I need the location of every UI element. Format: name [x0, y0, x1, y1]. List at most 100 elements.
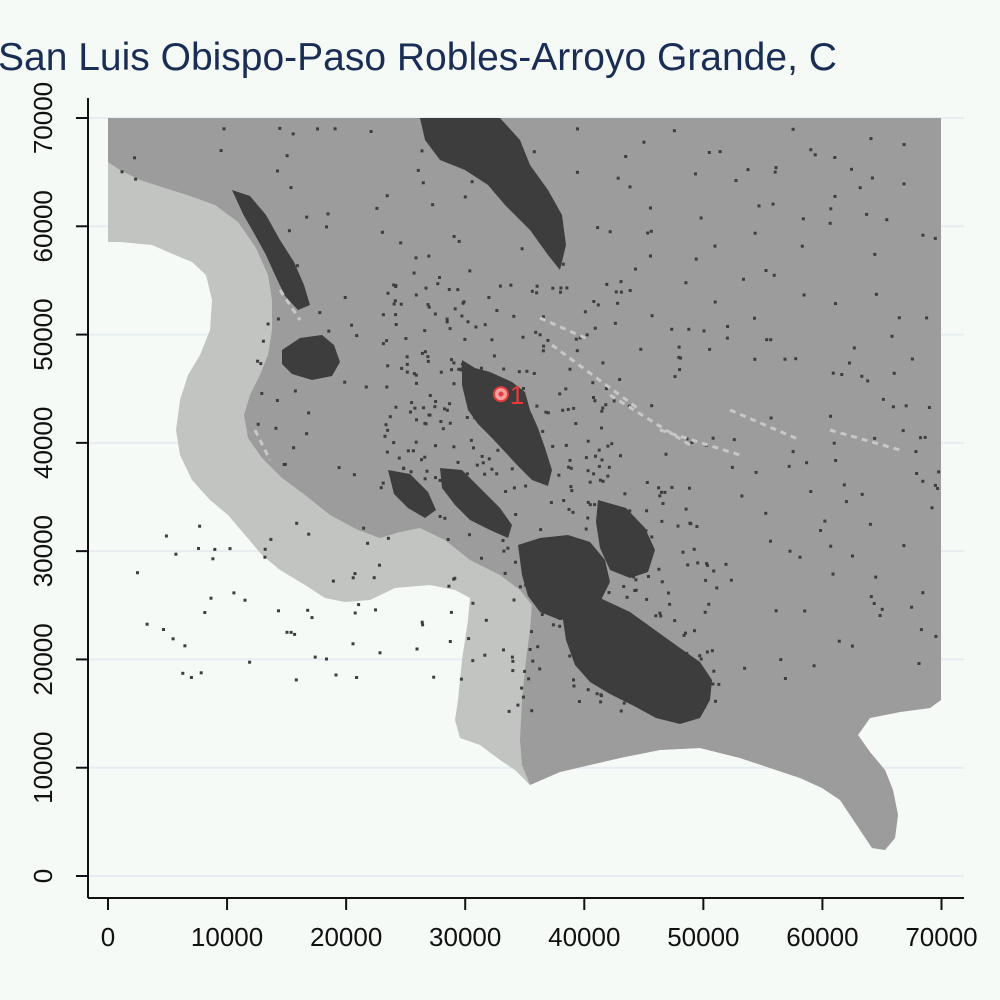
urban-speck — [423, 477, 427, 481]
urban-speck — [610, 636, 614, 640]
urban-speck — [600, 426, 603, 430]
urban-speck — [869, 595, 873, 599]
urban-speck — [819, 529, 822, 532]
urban-speck — [921, 233, 925, 237]
urban-speck — [788, 549, 792, 553]
urban-speck — [423, 455, 427, 459]
urban-speck — [456, 288, 460, 292]
urban-speck — [355, 334, 359, 338]
urban-speck — [694, 172, 697, 176]
urban-speck — [708, 347, 712, 351]
urban-speck — [544, 410, 548, 414]
urban-speck — [715, 586, 719, 590]
urban-speck — [452, 445, 456, 449]
urban-speck — [333, 127, 337, 131]
urban-speck — [699, 216, 703, 220]
urban-speck — [512, 314, 516, 318]
urban-speck — [613, 507, 617, 511]
urban-speck — [832, 441, 836, 445]
urban-speck — [540, 448, 544, 452]
urban-speck — [291, 132, 295, 136]
urban-speck — [427, 254, 431, 258]
urban-speck — [910, 357, 914, 361]
urban-speck — [618, 378, 622, 381]
urban-speck — [343, 380, 347, 384]
urban-speck — [369, 130, 373, 133]
urban-speck — [769, 338, 773, 342]
urban-speck — [765, 338, 769, 342]
urban-speck — [134, 177, 138, 181]
urban-speck — [518, 585, 522, 589]
urban-speck — [457, 367, 461, 371]
urban-speck — [514, 513, 518, 516]
urban-speck — [910, 605, 914, 609]
map-title: San Luis Obispo-Paso Robles-Arroyo Grand… — [0, 36, 837, 79]
urban-speck — [833, 156, 837, 159]
urban-speck — [327, 329, 331, 333]
urban-speck — [388, 415, 392, 419]
urban-speck — [209, 596, 213, 600]
urban-speck — [446, 538, 450, 541]
urban-speck — [438, 478, 442, 482]
urban-speck — [183, 644, 187, 648]
urban-speck — [593, 503, 597, 507]
urban-speck — [858, 186, 862, 190]
markers: 1 — [492, 380, 524, 410]
urban-speck — [394, 323, 398, 326]
urban-speck — [423, 421, 427, 425]
urban-area-2 — [282, 335, 340, 380]
urban-speck — [520, 247, 524, 251]
urban-speck — [503, 571, 507, 575]
urban-speck — [540, 451, 544, 455]
urban-speck — [588, 480, 592, 484]
urban-speck — [612, 549, 616, 553]
urban-area-8 — [642, 672, 706, 720]
urban-speck — [483, 323, 487, 327]
urban-speck — [427, 413, 431, 417]
urban-speck — [774, 166, 778, 170]
urban-speck — [447, 288, 451, 291]
urban-speck — [203, 611, 207, 614]
urban-speck — [392, 283, 396, 287]
urban-speck — [189, 676, 193, 679]
urban-speck — [432, 675, 436, 679]
urban-speck — [803, 609, 807, 613]
urban-speck — [541, 429, 545, 433]
urban-speck — [331, 579, 335, 583]
urban-speck — [390, 470, 394, 474]
urban-speck — [801, 217, 805, 221]
urban-speck — [470, 180, 474, 184]
urban-speck — [120, 170, 124, 174]
urban-speck — [650, 314, 654, 318]
urban-speck — [616, 629, 620, 633]
urban-speck — [502, 367, 506, 371]
urban-speck — [729, 578, 733, 582]
urban-speck — [769, 539, 772, 543]
urban-speck — [587, 663, 591, 667]
urban-speck — [259, 362, 263, 366]
urban-speck — [706, 563, 709, 567]
urban-areas — [120, 118, 941, 724]
urban-speck — [874, 575, 878, 579]
urban-speck — [310, 616, 314, 620]
urban-speck — [385, 450, 389, 454]
urban-speck — [682, 633, 686, 637]
urban-speck — [730, 465, 734, 469]
urban-speck — [597, 464, 601, 468]
urban-speck — [443, 407, 446, 411]
urban-speck — [829, 207, 833, 211]
urban-speck — [409, 476, 413, 480]
urban-speck — [385, 194, 389, 198]
urban-speck — [535, 284, 539, 288]
urban-speck — [707, 602, 711, 606]
urban-speck — [578, 700, 581, 703]
urban-speck — [509, 283, 513, 287]
urban-speck — [713, 300, 717, 304]
urban-speck — [517, 370, 521, 374]
urban-speck — [592, 396, 595, 399]
urban-speck — [174, 552, 178, 556]
urban-speck — [636, 695, 639, 699]
urban-speck — [412, 271, 416, 275]
urban-speck — [619, 454, 622, 458]
urban-speck — [512, 598, 516, 602]
